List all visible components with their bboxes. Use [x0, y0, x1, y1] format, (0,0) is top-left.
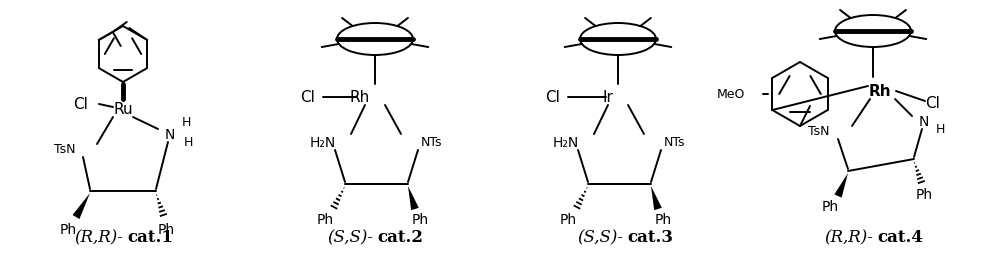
Polygon shape [651, 186, 662, 210]
Text: NTs: NTs [664, 136, 686, 149]
Text: Ph: Ph [654, 212, 672, 226]
Text: Cl: Cl [74, 97, 88, 112]
Text: (S,S)-: (S,S)- [327, 229, 373, 246]
Text: cat.1: cat.1 [127, 229, 173, 246]
Text: NTs: NTs [421, 136, 442, 149]
Text: Ph: Ph [411, 212, 429, 226]
Text: Cl: Cl [300, 90, 315, 105]
Polygon shape [73, 193, 90, 219]
Text: Ph: Ph [915, 187, 933, 201]
Text: Ru: Ru [113, 102, 133, 117]
Text: cat.2: cat.2 [377, 229, 423, 246]
Text: N: N [919, 115, 929, 129]
Text: H₂N: H₂N [310, 135, 336, 149]
Text: N: N [165, 128, 175, 141]
Text: Ph: Ph [559, 212, 577, 226]
Text: Ph: Ph [59, 222, 77, 236]
Text: Ph: Ph [316, 212, 334, 226]
Text: Ir: Ir [602, 90, 613, 105]
Text: TsN: TsN [54, 143, 75, 156]
Text: Cl: Cl [926, 96, 940, 111]
Text: TsN: TsN [808, 125, 830, 138]
Text: Ph: Ph [821, 199, 839, 213]
Polygon shape [408, 186, 419, 210]
Text: MeO: MeO [717, 88, 745, 101]
Text: (S,S)-: (S,S)- [577, 229, 623, 246]
Text: Rh: Rh [350, 90, 370, 105]
Text: cat.3: cat.3 [627, 229, 673, 246]
Text: Cl: Cl [545, 90, 560, 105]
Text: H: H [181, 116, 191, 129]
Text: (R,R)-: (R,R)- [74, 229, 123, 246]
Text: (R,R)-: (R,R)- [824, 229, 873, 246]
Text: Rh: Rh [869, 84, 891, 99]
Text: Ph: Ph [157, 222, 175, 236]
Text: cat.4: cat.4 [877, 229, 923, 246]
Polygon shape [834, 173, 848, 198]
Text: H: H [183, 136, 193, 149]
Text: H₂N: H₂N [553, 135, 579, 149]
Text: H: H [935, 123, 945, 136]
